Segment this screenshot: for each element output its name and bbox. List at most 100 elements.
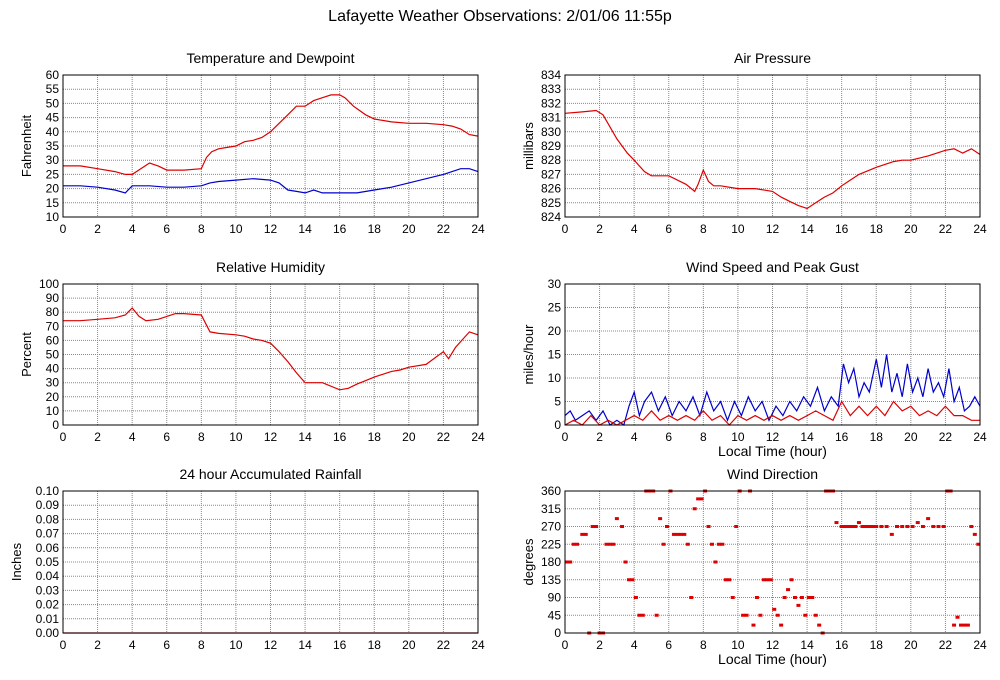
plot-frame <box>62 283 479 426</box>
scatter-point <box>685 542 690 546</box>
scatter-point <box>941 525 946 528</box>
y-tick-label: 0.10 <box>36 484 60 498</box>
scatter-point <box>775 613 780 617</box>
y-tick-label: 0.01 <box>36 612 60 626</box>
scatter-point <box>580 532 585 536</box>
panel-title: Wind Direction <box>727 466 818 482</box>
y-tick-label: 20 <box>46 182 60 196</box>
y-tick-label: 0.09 <box>36 498 60 512</box>
x-tick-label: 2 <box>596 638 603 652</box>
y-tick-label: 55 <box>46 82 60 96</box>
x-tick-label: 18 <box>368 222 382 236</box>
scatter-point <box>626 578 631 582</box>
x-tick-label: 18 <box>870 638 884 652</box>
scatter-point <box>689 596 694 599</box>
scatter-point <box>727 578 732 582</box>
x-tick-label: 6 <box>163 222 170 236</box>
x-tick-label: 2 <box>94 430 101 444</box>
x-tick-label: 6 <box>163 430 170 444</box>
scatter-point <box>813 613 818 617</box>
chart-wind-direction: 0 2 4 6 8 10 12 14 16 18 20 22 240459013518022527031… <box>521 466 987 667</box>
scatter-point <box>611 542 616 546</box>
scatter-point <box>665 525 670 528</box>
scatter-point <box>958 623 963 627</box>
scatter-point <box>839 525 844 528</box>
scatter-point <box>716 542 721 546</box>
scatter-point <box>879 525 884 528</box>
y-tick-label: 10 <box>46 210 60 224</box>
scatter-point <box>955 615 960 619</box>
chart-pressure: 0 2 4 6 8 10 12 14 16 18 20 22 248248258268278288298… <box>521 50 987 236</box>
y-tick-label: 0 <box>554 626 561 640</box>
x-tick-label: 6 <box>665 222 672 236</box>
panel-title: Air Pressure <box>734 50 811 66</box>
x-tick-label: 8 <box>700 430 707 444</box>
series-line-0 <box>564 109 981 210</box>
scatter-point <box>846 525 851 528</box>
scatter-point <box>806 596 811 599</box>
scatter-point <box>594 525 599 528</box>
series-line-0 <box>564 354 981 426</box>
scatter-point <box>870 525 875 528</box>
x-tick-label: 8 <box>198 638 205 652</box>
scatter-point <box>730 596 735 599</box>
scatter-point <box>900 525 905 528</box>
x-tick-label: 22 <box>939 638 953 652</box>
panel-title: Relative Humidity <box>216 259 325 275</box>
scatter-point <box>658 517 663 521</box>
y-tick-label: 45 <box>46 111 60 125</box>
scatter-point <box>741 613 746 617</box>
y-tick-label: 60 <box>46 333 60 347</box>
x-tick-label: 24 <box>973 430 987 444</box>
scatter-point <box>926 517 931 521</box>
y-tick-label: 270 <box>541 520 561 534</box>
scatter-point <box>772 607 777 611</box>
x-tick-label: 12 <box>766 430 780 444</box>
x-tick-label: 0 <box>562 430 569 444</box>
y-tick-label: 830 <box>541 125 561 139</box>
scatter-point <box>796 603 801 607</box>
y-tick-label: 825 <box>541 196 561 210</box>
scatter-point <box>564 560 569 564</box>
x-tick-label: 16 <box>333 430 347 444</box>
x-tick-label: 0 <box>562 638 569 652</box>
x-tick-label: 16 <box>333 638 347 652</box>
scatter-point <box>723 578 728 582</box>
scatter-point <box>799 596 804 599</box>
y-tick-label: 0 <box>554 418 561 432</box>
x-tick-label: 14 <box>800 430 814 444</box>
x-tick-label: 12 <box>766 222 780 236</box>
scatter-point <box>792 596 797 599</box>
y-tick-label: 70 <box>46 319 60 333</box>
x-tick-label: 22 <box>437 430 451 444</box>
panel-title: Temperature and Dewpoint <box>186 50 354 66</box>
y-axis-label: degrees <box>521 538 536 585</box>
scatter-point <box>623 560 628 564</box>
scatter-point <box>571 542 576 546</box>
y-tick-label: 0.00 <box>36 626 60 640</box>
plot-frame <box>564 283 981 426</box>
y-tick-label: 826 <box>541 182 561 196</box>
x-tick-label: 14 <box>298 430 312 444</box>
x-tick-label: 8 <box>198 430 205 444</box>
x-tick-label: 4 <box>129 222 136 236</box>
x-tick-label: 0 <box>562 222 569 236</box>
y-tick-label: 180 <box>541 555 561 569</box>
x-tick-label: 14 <box>800 638 814 652</box>
y-tick-label: 827 <box>541 167 561 181</box>
scatter-point <box>905 525 910 528</box>
scatter-point <box>637 613 642 617</box>
x-tick-label: 20 <box>904 222 918 236</box>
scatter-point <box>860 525 865 528</box>
x-tick-label: 10 <box>731 430 745 444</box>
chart-humidity: 0 2 4 6 8 10 12 14 16 18 20 22 240102030405060708090… <box>19 259 485 444</box>
x-tick-label: 6 <box>163 638 170 652</box>
scatter-point <box>768 578 773 582</box>
scatter-point <box>709 542 714 546</box>
y-axis-label: Percent <box>19 332 34 377</box>
y-tick-label: 5 <box>554 395 561 409</box>
scatter-point <box>874 525 879 528</box>
panel-title: Wind Speed and Peak Gust <box>686 259 859 275</box>
